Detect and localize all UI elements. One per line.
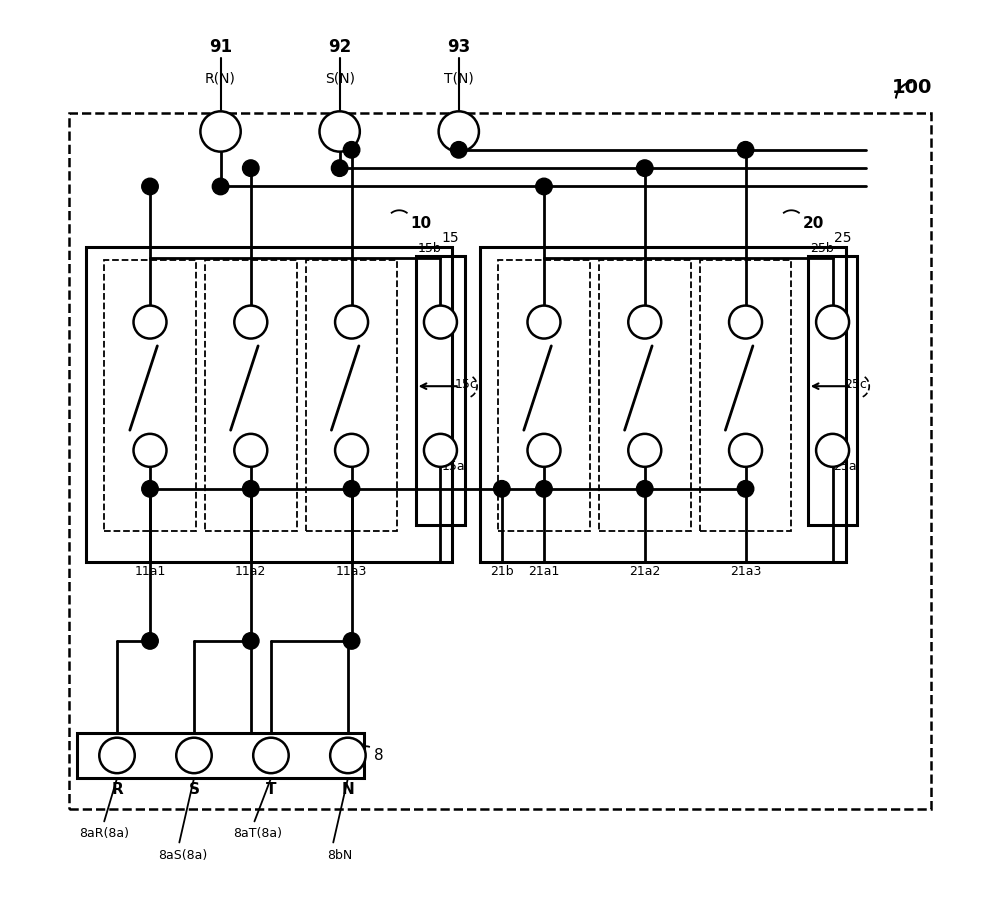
Text: T: T [266, 782, 276, 797]
Circle shape [816, 434, 849, 467]
Circle shape [134, 434, 166, 467]
Circle shape [439, 111, 479, 152]
Circle shape [176, 738, 212, 773]
Text: 25a: 25a [834, 460, 857, 473]
Text: S(N): S(N) [325, 72, 355, 85]
Circle shape [320, 111, 360, 152]
Circle shape [243, 632, 259, 649]
Text: 15: 15 [441, 231, 459, 244]
Circle shape [212, 178, 229, 195]
Text: 8aT(8a): 8aT(8a) [234, 827, 283, 840]
Circle shape [451, 142, 467, 158]
Circle shape [637, 481, 653, 497]
Circle shape [816, 306, 849, 338]
Text: R(N): R(N) [205, 72, 236, 85]
Circle shape [335, 434, 368, 467]
Text: 15c: 15c [454, 378, 477, 391]
Circle shape [243, 160, 259, 176]
Bar [808, 256, 857, 526]
Text: 100: 100 [892, 78, 932, 97]
Text: 25: 25 [834, 231, 851, 244]
Text: 8: 8 [374, 748, 383, 763]
Circle shape [343, 632, 360, 649]
Text: 8aS(8a): 8aS(8a) [158, 849, 208, 862]
Circle shape [729, 434, 762, 467]
Text: 15b: 15b [418, 243, 441, 255]
Circle shape [737, 481, 754, 497]
Bar [700, 260, 791, 531]
Text: 25c: 25c [844, 378, 867, 391]
Circle shape [142, 481, 158, 497]
Text: N: N [342, 782, 354, 797]
Bar [104, 260, 196, 531]
Circle shape [253, 738, 289, 773]
Text: 21b: 21b [490, 565, 514, 578]
Text: 11a3: 11a3 [336, 565, 367, 578]
Circle shape [335, 306, 368, 338]
Circle shape [628, 434, 661, 467]
Circle shape [142, 632, 158, 649]
Circle shape [729, 306, 762, 338]
Text: 20: 20 [802, 216, 824, 231]
Circle shape [527, 434, 560, 467]
Text: T(N): T(N) [444, 72, 474, 85]
Bar [69, 113, 931, 810]
Circle shape [424, 434, 457, 467]
Text: 8aR(8a): 8aR(8a) [79, 827, 129, 840]
Circle shape [628, 306, 661, 338]
Text: 11a1: 11a1 [134, 565, 166, 578]
Bar [416, 256, 465, 526]
Text: S: S [188, 782, 199, 797]
Circle shape [330, 738, 366, 773]
Bar [205, 260, 297, 531]
Text: 8bN: 8bN [327, 849, 352, 862]
Bar [306, 260, 397, 531]
Circle shape [200, 111, 241, 152]
Circle shape [737, 142, 754, 158]
Text: 93: 93 [447, 39, 470, 56]
Text: 25b: 25b [810, 243, 833, 255]
Circle shape [494, 481, 510, 497]
Text: 21a2: 21a2 [629, 565, 660, 578]
Bar [480, 247, 846, 562]
Circle shape [637, 160, 653, 176]
Circle shape [134, 306, 166, 338]
Circle shape [234, 306, 267, 338]
Circle shape [424, 306, 457, 338]
Circle shape [536, 178, 552, 195]
Circle shape [142, 178, 158, 195]
Text: 21a1: 21a1 [528, 565, 560, 578]
Circle shape [99, 738, 135, 773]
Bar [599, 260, 691, 531]
Bar [77, 732, 364, 778]
Circle shape [243, 481, 259, 497]
Circle shape [527, 306, 560, 338]
Circle shape [536, 481, 552, 497]
Text: 92: 92 [328, 39, 351, 56]
Text: 15a: 15a [441, 460, 465, 473]
Circle shape [343, 481, 360, 497]
Circle shape [343, 142, 360, 158]
Text: 10: 10 [410, 216, 431, 231]
Circle shape [331, 160, 348, 176]
Text: 91: 91 [209, 39, 232, 56]
Text: 11a2: 11a2 [235, 565, 266, 578]
Bar [498, 260, 590, 531]
Text: 21a3: 21a3 [730, 565, 761, 578]
Bar [86, 247, 452, 562]
Text: R: R [111, 782, 123, 797]
Circle shape [234, 434, 267, 467]
